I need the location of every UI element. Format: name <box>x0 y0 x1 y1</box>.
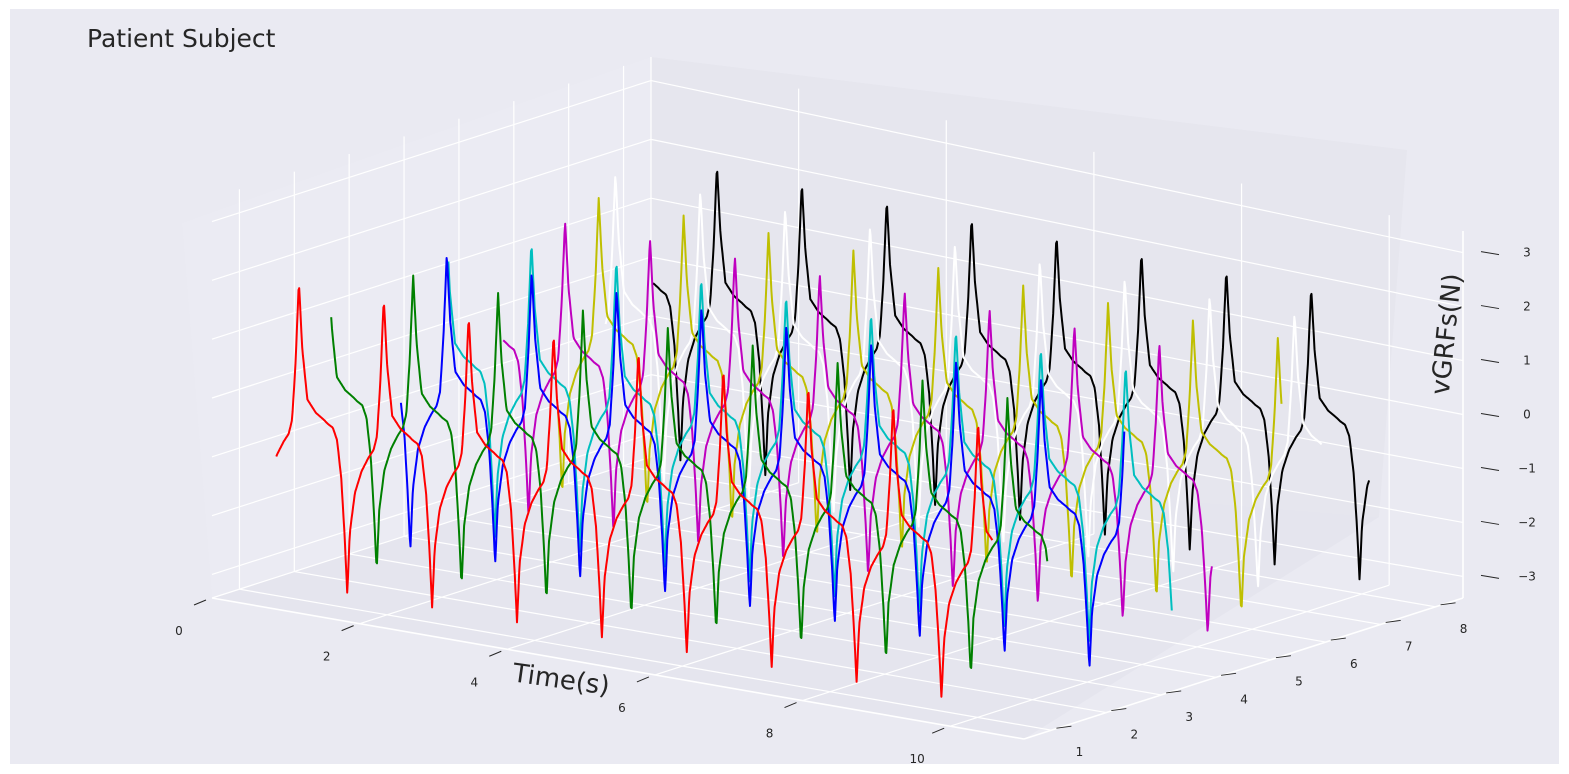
grid-line-y-floor <box>623 465 1436 608</box>
grid-line-y-floor <box>403 535 1217 678</box>
y-tick-mark <box>1111 708 1127 712</box>
y-tick-label: 7 <box>1405 639 1413 653</box>
y-tick-label: 8 <box>1460 622 1468 636</box>
x-tick-label: 2 <box>323 650 331 664</box>
y-tick-mark <box>1220 672 1237 676</box>
z-tick-label: −2 <box>1518 515 1536 529</box>
series-line-y3 <box>399 257 1126 667</box>
grid-line-y-floor <box>294 570 1107 714</box>
grid-line-z-back <box>650 256 1464 416</box>
grid-line-z-back <box>650 374 1464 524</box>
z-tick-label: −1 <box>1518 461 1536 475</box>
y-tick-label: 6 <box>1350 657 1358 671</box>
grid-line-y-floor <box>513 500 1326 643</box>
y-tick-mark <box>1166 690 1182 694</box>
y-tick-label: 2 <box>1130 728 1138 742</box>
x-tick-label: 10 <box>910 752 925 766</box>
grid-line-z-side <box>211 374 652 517</box>
x-tick-mark <box>784 702 797 709</box>
grid-line-x-floor <box>507 507 947 650</box>
series-line-y1 <box>275 287 994 698</box>
grid-line-z-back <box>650 79 1464 254</box>
z-tick-mark <box>1480 251 1500 256</box>
x-tick-mark <box>489 650 502 657</box>
x-tick-mark <box>931 727 945 734</box>
y-tick-mark <box>1330 637 1346 641</box>
x-axis-line <box>211 597 1025 740</box>
y-tick-label: 4 <box>1240 692 1248 706</box>
y-tick-label: 3 <box>1185 710 1193 724</box>
z-tick-label: 1 <box>1523 354 1531 368</box>
series-line-y8 <box>652 170 1371 581</box>
grid-line-z-back <box>650 138 1464 308</box>
z-tick-mark <box>1480 466 1500 471</box>
z-tick-mark <box>1480 413 1500 417</box>
grid-line-x-floor <box>211 456 652 599</box>
x-tick-mark <box>636 676 650 683</box>
chart-title: Patient Subject <box>87 24 276 53</box>
series-line-y5 <box>502 222 1213 632</box>
z-tick-mark <box>1480 359 1500 364</box>
y-tick-mark <box>1440 602 1456 606</box>
x-tick-label: 4 <box>470 675 478 689</box>
grid-line-z-side <box>211 138 652 281</box>
grid-line-y-floor <box>568 482 1381 626</box>
z-tick-mark <box>1480 520 1500 525</box>
grid-line-z-side <box>211 315 652 458</box>
z-tick-label: 2 <box>1523 300 1531 314</box>
grid-line-y-floor <box>349 553 1162 696</box>
grid-line-z-side <box>211 79 652 223</box>
x-tick-label: 6 <box>618 701 626 715</box>
grid-line-z-side <box>211 197 652 340</box>
y-tick-mark <box>1275 655 1292 659</box>
y-tick-label: 5 <box>1295 675 1303 689</box>
z-tick-label: −3 <box>1518 569 1536 583</box>
grid-line-z-back <box>650 432 1464 578</box>
grid-line-x-floor <box>802 558 1242 702</box>
series-line-y2 <box>330 274 1049 669</box>
x-tick-mark <box>193 599 207 606</box>
x-tick-mark <box>341 625 354 632</box>
z-tick-label: 3 <box>1523 246 1531 260</box>
grid-line-z-side <box>211 256 652 399</box>
y-tick-mark <box>1056 725 1072 729</box>
series-lines <box>275 170 1371 698</box>
series-line-y7 <box>604 176 1323 588</box>
x-tick-label: 0 <box>175 624 183 638</box>
z-tick-mark <box>1480 305 1500 310</box>
grid-line-x-floor <box>654 533 1095 676</box>
x-tick-label: 8 <box>766 727 774 741</box>
z-tick-mark <box>1480 574 1500 579</box>
grid-line-y-floor <box>239 588 1052 731</box>
y-tick-mark <box>1385 619 1401 623</box>
grid-line-x-floor <box>949 584 1390 727</box>
grid-line-z-side <box>211 432 652 576</box>
y-tick-label: 1 <box>1076 745 1084 759</box>
z-tick-label: 0 <box>1523 408 1531 422</box>
